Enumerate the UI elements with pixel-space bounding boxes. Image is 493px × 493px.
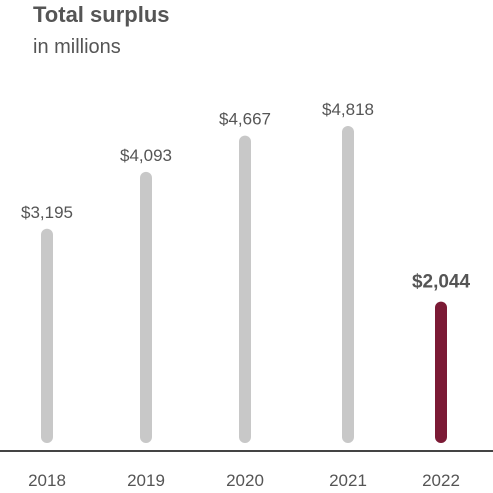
- chart-subtitle: in millions: [33, 36, 121, 58]
- bars-layer: [41, 126, 447, 443]
- value-label-2022: $2,044: [412, 272, 471, 293]
- value-label-2019: $4,093: [120, 146, 172, 165]
- value-label-2021: $4,818: [322, 100, 374, 119]
- tick-label-2019: 2019: [127, 471, 165, 490]
- value-label-2018: $3,195: [21, 203, 73, 222]
- tick-label-2021: 2021: [329, 471, 367, 490]
- labels-layer: $3,195 $4,093 $4,667 $4,818 $2,044: [21, 100, 470, 293]
- x-axis-ticks: 2018 2019 2020 2021 2022: [28, 471, 460, 490]
- value-label-2020: $4,667: [219, 110, 271, 129]
- tick-label-2020: 2020: [226, 471, 264, 490]
- tick-label-2022: 2022: [422, 471, 460, 490]
- tick-label-2018: 2018: [28, 471, 66, 490]
- chart-title: Total surplus: [33, 2, 170, 27]
